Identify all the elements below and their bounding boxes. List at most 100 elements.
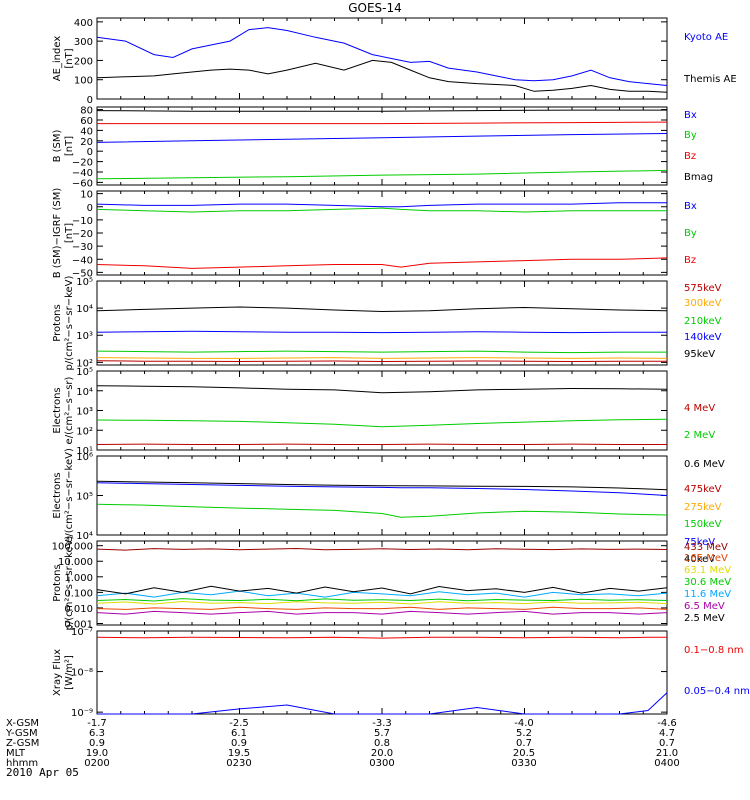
y-tick-label: 10⁵: [76, 277, 93, 288]
legend-entry: 165 MeV: [684, 553, 728, 564]
y-axis-unit: [nT]: [64, 48, 75, 68]
y-tick-label: −20: [72, 229, 93, 240]
legend-entry: 11.6 MeV: [684, 589, 731, 600]
series-line: [97, 692, 668, 715]
y-tick-label: 10.000: [58, 557, 93, 568]
legend-entry: 0.05−0.4 nm: [684, 686, 750, 697]
series-line: [96, 418, 668, 428]
x-axis-labels: X-GSM -1.7 -2.5 -3.3 -4.0 -4.6 Y-GSM 6.3 6.1 5.7 5…: [5, 718, 680, 769]
y-tick-label: 10: [80, 190, 93, 201]
footer-value: -1.7: [87, 718, 107, 729]
footer-row-label: hhmm: [6, 758, 38, 769]
footer-value: 0230: [226, 758, 251, 769]
y-tick-label: 0.010: [64, 604, 93, 615]
y-tick-label: 0.100: [64, 588, 93, 599]
y-tick-label: 80: [80, 106, 93, 117]
series-line: [96, 133, 668, 143]
footer-ephemeris: X-GSM -1.7 -2.5 -3.3 -4.0 -4.6 Y-GSM 6.3 6.1 5.7 5…: [5, 718, 680, 769]
series-line: [96, 610, 668, 615]
legend-entry: By: [684, 228, 697, 239]
footer-value: -3.3: [372, 718, 392, 729]
y-axis-label: Protons: [52, 564, 63, 601]
y-tick-label: 1.000: [64, 573, 93, 584]
series-line: [96, 547, 668, 551]
legend-entry: 40keV: [684, 554, 715, 565]
y-axis-unit: [W/m²]: [64, 655, 75, 690]
legend-entry: 433 MeV: [684, 542, 728, 553]
y-tick-label: 400: [74, 18, 93, 29]
panel-frame: [96, 455, 668, 536]
y-tick-label: −20: [72, 158, 93, 169]
footer-value: 21.0: [656, 748, 678, 759]
panel-6: 0.001 0.010 0.100 1.000 10.000 100.000 Protons…: [52, 535, 732, 630]
y-tick-label: 100.000: [52, 542, 93, 553]
series-line: [96, 600, 668, 605]
y-tick-label: 60: [80, 116, 93, 127]
y-tick-label: 10³: [76, 331, 93, 342]
footer-value: 0200: [84, 758, 109, 769]
footer-value: 0.7: [516, 738, 532, 749]
series-line: [96, 480, 668, 491]
y-tick-label: 0: [87, 203, 93, 214]
y-tick-label: −40: [72, 168, 93, 179]
y-tick-label: 10⁵: [76, 367, 93, 378]
footer-value: 19.5: [228, 748, 250, 759]
panel-3: 10² 10³ 10⁴ 10⁵ Protons p/(cm²−s−sr−keV) 575ke…: [52, 275, 722, 370]
series-line: [96, 109, 667, 112]
footer-value: -4.0: [514, 718, 534, 729]
footer-value: 0.8: [374, 738, 390, 749]
legend-entry: By: [684, 130, 697, 141]
figure-title: GOES-14: [348, 1, 402, 15]
legend-entry: 210keV: [684, 316, 722, 327]
footer-value: 0400: [654, 758, 679, 769]
series-line: [96, 606, 668, 610]
footer-row-label: Y-GSM: [5, 728, 38, 739]
footer-value: 6.3: [89, 728, 105, 739]
y-tick-label: 10²: [76, 426, 93, 437]
legend-entry: 140keV: [684, 332, 722, 343]
y-axis-label: Xray Flux: [52, 649, 63, 696]
y-tick-label: 40: [80, 126, 93, 137]
legend-entry: 63.1 MeV: [684, 565, 731, 576]
y-tick-label: 10⁴: [76, 531, 93, 542]
series-line: [96, 207, 667, 213]
y-axis-unit: p/(cm²−s−sr−keV): [64, 535, 75, 630]
y-tick-label: 10⁵: [76, 492, 93, 503]
legend-entry: Bx: [684, 201, 697, 212]
y-tick-label: 0: [87, 147, 93, 158]
y-axis-label: B (SM)−IGRF (SM): [52, 188, 63, 279]
y-tick-label: 0.001: [64, 619, 93, 630]
legend-entry: 2 MeV: [684, 430, 715, 441]
footer-value: -4.6: [657, 718, 677, 729]
y-tick-label: 10¹: [76, 446, 93, 457]
series-line: [96, 257, 668, 269]
legend-entry: Themis AE: [683, 74, 737, 85]
y-tick-label: 0: [87, 95, 93, 106]
y-tick-label: 100: [74, 76, 93, 87]
y-tick-label: −40: [72, 255, 93, 266]
legend-entry: 30.6 MeV: [684, 577, 731, 588]
y-tick-label: 10⁻⁷: [71, 627, 93, 638]
footer-value: 5.7: [374, 728, 390, 739]
legend-entry: 475keV: [684, 484, 722, 495]
series-line: [96, 636, 667, 639]
series-line: [96, 169, 668, 180]
y-axis-label: Electrons: [52, 387, 63, 433]
series-line: [96, 357, 668, 359]
series-line: [96, 385, 668, 394]
figure-date: 2010 Apr 05: [6, 766, 79, 779]
y-tick-label: 20: [80, 137, 93, 148]
legend-entry: 575keV: [684, 283, 722, 294]
y-tick-label: 10⁻⁸: [71, 668, 93, 679]
series-line: [96, 585, 668, 595]
footer-value: 20.5: [513, 748, 535, 759]
series-line: [96, 350, 667, 354]
legend-entry: 275keV: [684, 502, 722, 513]
y-axis-label: Electrons: [52, 472, 63, 518]
footer-value: -2.5: [229, 718, 249, 729]
y-tick-label: −30: [72, 242, 93, 253]
y-tick-label: 10⁴: [76, 387, 93, 398]
series-line: [96, 59, 668, 93]
series-line: [96, 330, 667, 334]
